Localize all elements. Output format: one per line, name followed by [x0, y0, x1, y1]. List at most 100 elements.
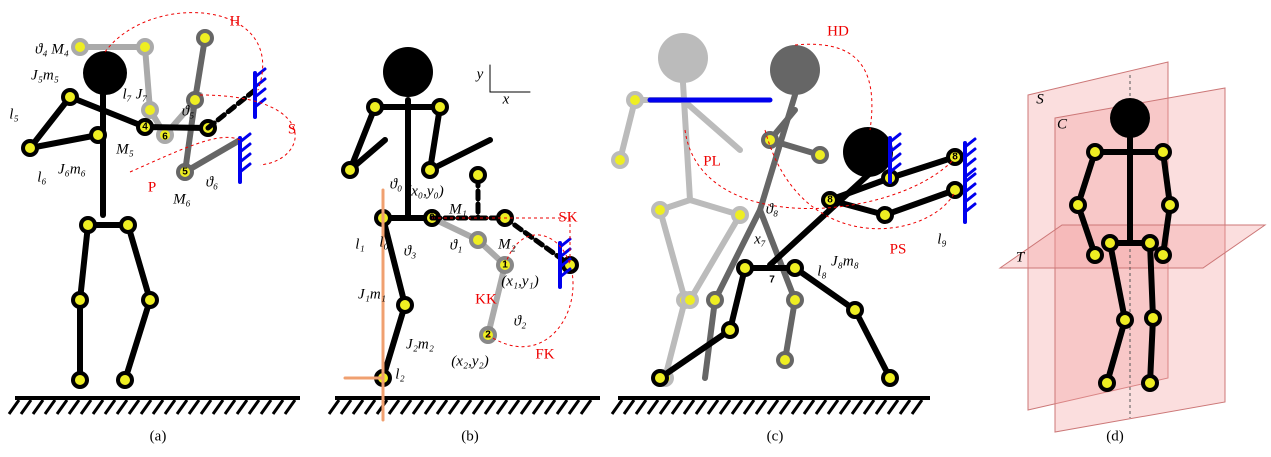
math-label: J₆m₆ [58, 161, 86, 177]
ground-hatch [461, 400, 471, 414]
joint [653, 371, 667, 385]
math-label: ϑ₈ [766, 201, 779, 217]
ground-hatch [708, 400, 718, 414]
ground-hatch [888, 400, 898, 414]
math-label: M₁ [448, 201, 467, 217]
ground-hatch [117, 400, 127, 414]
joint [368, 100, 382, 114]
annotation: SK [558, 209, 577, 225]
ground-hatch [684, 400, 694, 414]
joint [948, 183, 962, 197]
joint [73, 293, 87, 307]
figure: (a) (b) (c) (d) ϑ₄ M₄HJ₅m₅l₅l₇ J₇ϑ₅SM₅l₆… [0, 0, 1271, 457]
math-label: l₆ [37, 169, 46, 185]
joint [788, 261, 802, 275]
ground-hatch [201, 400, 211, 414]
joint [121, 218, 135, 232]
ground-hatch [581, 400, 591, 414]
joint [1103, 236, 1117, 250]
ground-hatch [33, 400, 43, 414]
math-label: J₅m₅ [31, 67, 59, 83]
annotation: H [230, 13, 241, 29]
ground-hatch [900, 400, 910, 414]
math-label: C [1057, 116, 1068, 132]
joint [1143, 376, 1157, 390]
ground-hatch [660, 400, 670, 414]
joint [723, 323, 737, 337]
math-label: x₇ [753, 231, 766, 247]
ground-hatch [497, 400, 507, 414]
ground-hatch [341, 400, 351, 414]
joint [143, 103, 157, 117]
joint-number: 6 [162, 132, 168, 143]
joint [1163, 198, 1177, 212]
ground-hatch [9, 400, 19, 414]
math-label: ϑ₁ [450, 237, 463, 253]
head [383, 47, 433, 97]
caption: (b) [461, 428, 479, 444]
ground-hatch [141, 400, 151, 414]
ground-hatch [612, 400, 622, 414]
ground-hatch [636, 400, 646, 414]
ground-hatch [129, 400, 139, 414]
ground-hatch [696, 400, 706, 414]
annotation: FK [535, 346, 554, 362]
ground-hatch [732, 400, 742, 414]
limb [430, 107, 490, 170]
limb [660, 83, 690, 378]
ground-hatch [780, 400, 790, 414]
ground-hatch [353, 400, 363, 414]
joint [471, 233, 485, 247]
joint [788, 293, 802, 307]
ground-hatch [69, 400, 79, 414]
annotation: PL [703, 153, 721, 169]
joint [813, 148, 827, 162]
limb [795, 268, 890, 378]
ground-hatch [840, 400, 850, 414]
head [658, 33, 708, 83]
math-label: l₉ [937, 231, 946, 247]
ground-hatch [852, 400, 862, 414]
joint [878, 208, 892, 222]
ground-hatch [285, 400, 295, 414]
joint [1071, 198, 1085, 212]
ground-hatch [389, 400, 399, 414]
ground-hatch [804, 400, 814, 414]
ground-hatch [509, 400, 519, 414]
stick-figures [9, 13, 1177, 420]
joint [138, 40, 152, 54]
ground-hatch [648, 400, 658, 414]
annotation: S [288, 121, 296, 137]
ground-hatch [45, 400, 55, 414]
ground-hatch [153, 400, 163, 414]
joint [778, 353, 792, 367]
ground-hatch [792, 400, 802, 414]
joint [423, 163, 437, 177]
ground-hatch [225, 400, 235, 414]
ground-hatch [401, 400, 411, 414]
math-label: (x₁,y₁) [501, 273, 539, 289]
joint [733, 208, 747, 222]
ground-hatch [93, 400, 103, 414]
math-label: l₇ J₇ [122, 86, 147, 102]
head [770, 45, 820, 95]
limb [683, 100, 740, 150]
joint [848, 303, 862, 317]
joint [73, 373, 87, 387]
joint [763, 133, 777, 147]
math-label: M₆ [172, 191, 191, 207]
joint [683, 293, 697, 307]
ground-hatch [105, 400, 115, 414]
ground-hatch [261, 400, 271, 414]
math-label: ϑ₃ [404, 243, 417, 259]
joint [738, 261, 752, 275]
joint [143, 293, 157, 307]
head [83, 51, 127, 95]
joint [613, 153, 627, 167]
joint-number: 8 [952, 152, 958, 163]
math-label: (x₂,y₂) [451, 353, 489, 369]
math-label: ϑ₅ [182, 103, 195, 119]
annotation: HD [827, 23, 849, 39]
ground-hatch [864, 400, 874, 414]
